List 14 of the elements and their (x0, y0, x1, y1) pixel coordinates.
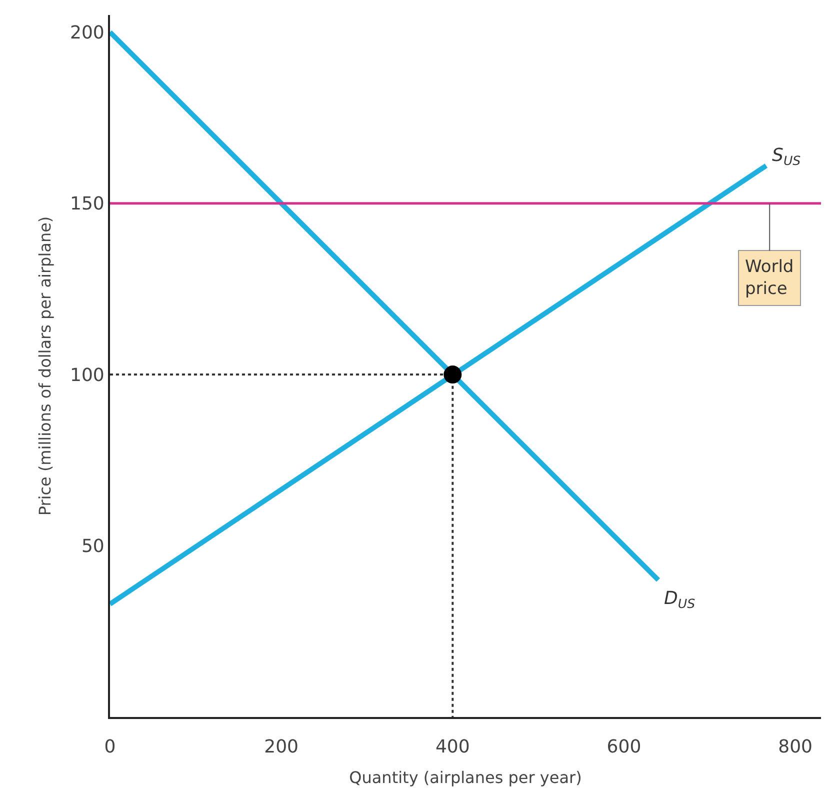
annotation: S$_{US}$ (772, 145, 801, 168)
y-tick-label: 50 (81, 536, 104, 558)
y-tick-label: 200 (70, 22, 104, 44)
x-tick-label: 400 (435, 736, 470, 758)
y-tick-label: 150 (70, 194, 104, 215)
annotation: World price (745, 257, 794, 300)
x-tick-label: 600 (606, 736, 642, 758)
annotation: D$_{US}$ (664, 588, 696, 611)
x-tick-label: 0 (104, 736, 116, 758)
y-axis-title: Price (millions of dollars per airplane) (35, 216, 54, 516)
x-axis-title: Quantity (airplanes per year) (349, 768, 582, 787)
y-tick-label: 100 (70, 364, 104, 386)
x-tick-label: 800 (778, 736, 812, 758)
x-tick-label: 200 (264, 736, 299, 758)
